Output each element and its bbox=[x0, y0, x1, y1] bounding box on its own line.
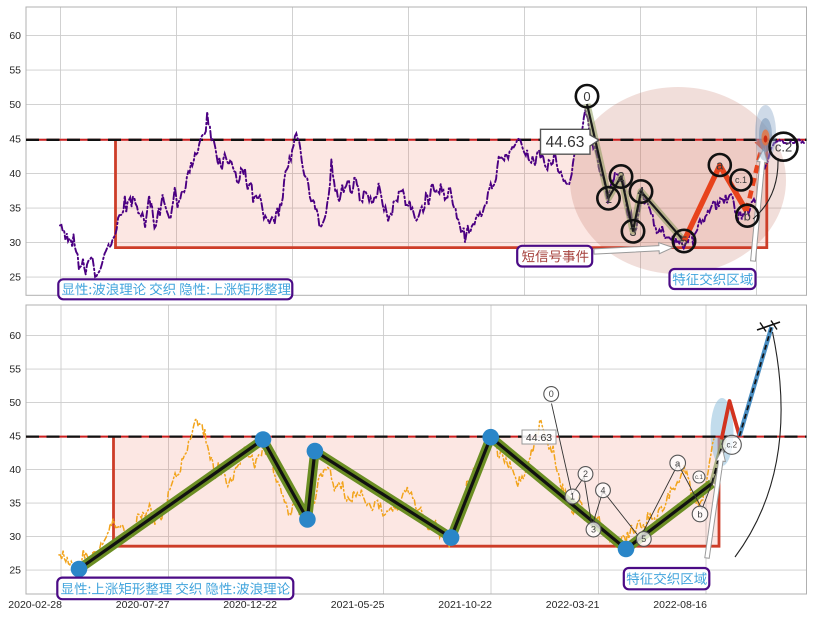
svg-text:c.2: c.2 bbox=[775, 139, 792, 154]
svg-text:25: 25 bbox=[9, 565, 21, 577]
svg-text:30: 30 bbox=[9, 531, 21, 543]
svg-text:0: 0 bbox=[549, 389, 554, 399]
svg-text:c.1: c.1 bbox=[735, 175, 747, 185]
svg-text:50: 50 bbox=[9, 397, 21, 409]
svg-text:44.63: 44.63 bbox=[546, 134, 585, 151]
svg-text:c.2: c.2 bbox=[726, 441, 737, 450]
svg-text:35: 35 bbox=[9, 203, 21, 215]
svg-text:1: 1 bbox=[605, 191, 612, 206]
svg-text:2021-10-22: 2021-10-22 bbox=[438, 599, 492, 611]
svg-text:2022-03-21: 2022-03-21 bbox=[546, 599, 600, 611]
svg-text:2022-08-16: 2022-08-16 bbox=[653, 599, 707, 611]
svg-text:b: b bbox=[697, 509, 702, 520]
svg-text:55: 55 bbox=[9, 65, 21, 77]
svg-text:40: 40 bbox=[9, 464, 21, 476]
svg-text:2020-07-27: 2020-07-27 bbox=[116, 599, 170, 611]
svg-text:25: 25 bbox=[9, 272, 21, 284]
svg-text:5: 5 bbox=[680, 234, 687, 249]
svg-text:2020-02-28: 2020-02-28 bbox=[8, 599, 62, 611]
svg-text:2: 2 bbox=[583, 469, 588, 479]
svg-text:60: 60 bbox=[9, 30, 21, 42]
svg-text:1: 1 bbox=[570, 492, 575, 502]
svg-text:b: b bbox=[744, 208, 751, 223]
svg-text:45: 45 bbox=[9, 134, 21, 146]
svg-text:0: 0 bbox=[583, 89, 590, 104]
svg-text:a: a bbox=[675, 458, 681, 469]
svg-text:5: 5 bbox=[641, 534, 646, 544]
svg-text:40: 40 bbox=[9, 168, 21, 180]
svg-text:44.63: 44.63 bbox=[526, 432, 552, 444]
svg-text:2020-12-22: 2020-12-22 bbox=[223, 599, 277, 611]
svg-text:2: 2 bbox=[617, 169, 624, 184]
svg-text:50: 50 bbox=[9, 99, 21, 111]
svg-text:55: 55 bbox=[9, 364, 21, 376]
svg-text:30: 30 bbox=[9, 237, 21, 249]
svg-text:c.1: c.1 bbox=[695, 475, 704, 481]
svg-text:3: 3 bbox=[629, 224, 636, 239]
svg-text:4: 4 bbox=[637, 184, 644, 199]
svg-text:3: 3 bbox=[591, 525, 596, 535]
svg-text:45: 45 bbox=[9, 431, 21, 443]
svg-text:60: 60 bbox=[9, 330, 21, 342]
svg-text:2021-05-25: 2021-05-25 bbox=[331, 599, 385, 611]
svg-text:a: a bbox=[716, 158, 724, 173]
svg-text:35: 35 bbox=[9, 498, 21, 510]
svg-text:4: 4 bbox=[600, 486, 605, 496]
